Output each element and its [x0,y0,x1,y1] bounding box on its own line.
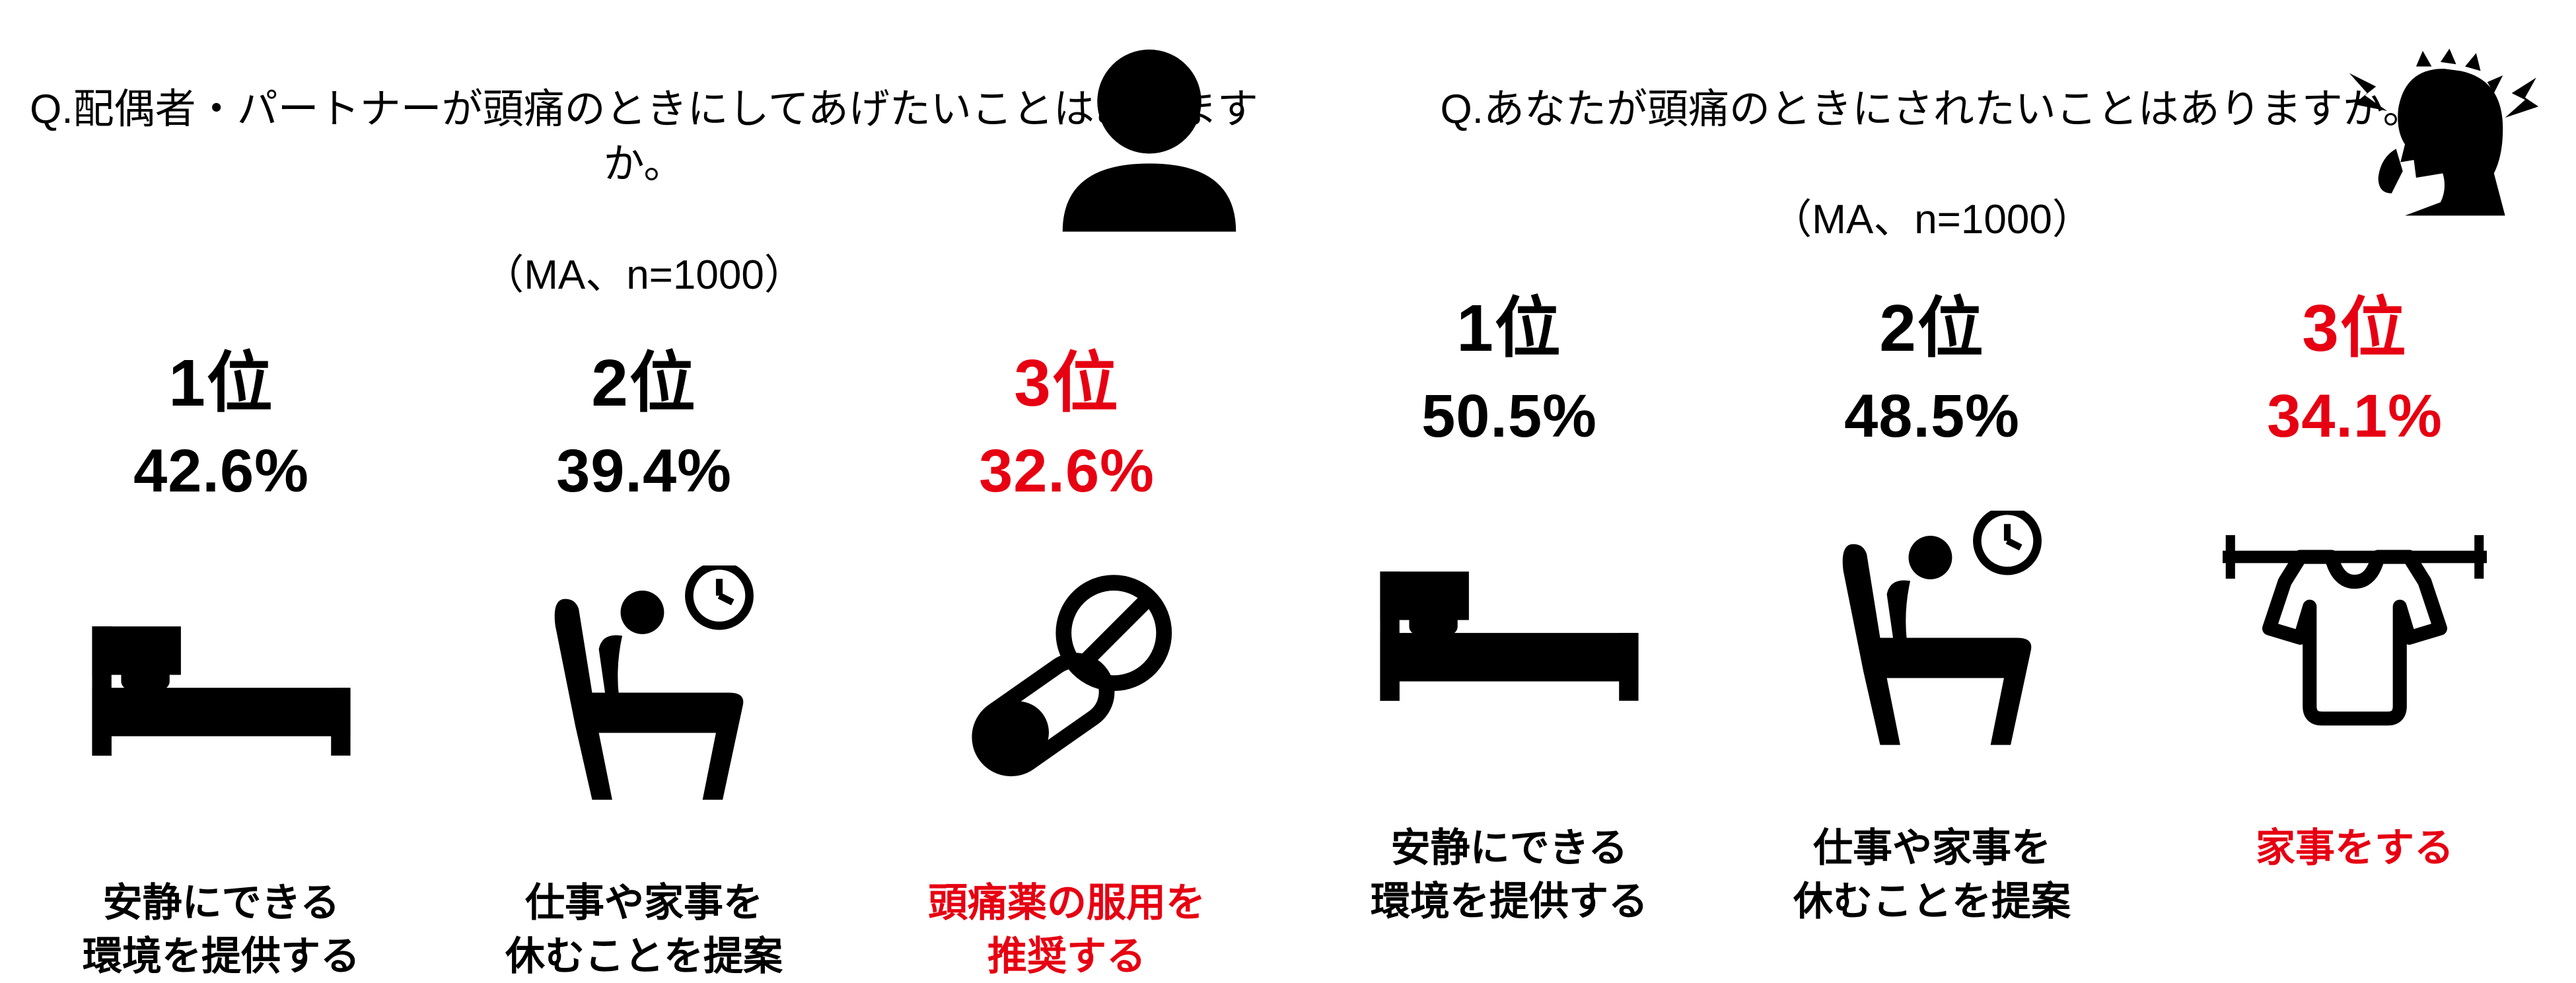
ranks-row: 1位 42.6% 安静にできる 環境を提供する 2位 39.4% 仕事や家事を … [0,329,1288,983]
rank-percent: 32.6% [979,437,1155,506]
rank-label: 1位 [1456,274,1562,370]
infographic-panels: Q.配偶者・パートナーが頭痛のときにしてあげたいことはありますか。 （MA、n=… [0,0,2576,803]
ranks-row: 1位 50.5% 安静にできる 環境を提供する 2位 48.5% 仕事や家事を … [1288,274,2576,928]
pills-icon [908,552,1225,830]
panel-self-wishes: Q.あなたが頭痛のときにされたいことはありますか。 （MA、n=1000） 1位… [1288,0,2576,803]
rank-percent: 42.6% [133,437,309,506]
question-line2: （MA、n=1000） [1771,197,2093,242]
rank-item-3: 3位 34.1% 家事をする [2196,274,2513,928]
rank-item-1: 1位 42.6% 安静にできる 環境を提供する [63,329,380,983]
question-line1: Q.あなたが頭痛のときにされたいことはありますか。 [1441,87,2424,132]
rank-item-2: 2位 48.5% 仕事や家事を 休むことを提案 [1773,274,2091,928]
rank-caption: 仕事や家事を 休むことを提案 [1793,821,2071,928]
rank-caption: 家事をする [2256,821,2454,875]
laundry-icon [2196,497,2513,775]
rank-label: 3位 [1014,329,1120,425]
rank-percent: 50.5% [1421,382,1597,451]
rank-caption: 頭痛薬の服用を 推奨する [928,876,1205,983]
rank-item-1: 1位 50.5% 安静にできる 環境を提供する [1351,274,1668,928]
question-line2: （MA、n=1000） [483,252,805,298]
person-silhouette-icon [1050,40,1248,238]
rank-caption: 安静にできる 環境を提供する [1371,821,1648,928]
rank-percent: 39.4% [556,437,732,506]
rank-percent: 48.5% [1844,382,2020,451]
bed-icon [63,552,380,830]
rank-label: 2位 [591,329,697,425]
panel-partner-actions: Q.配偶者・パートナーが頭痛のときにしてあげたいことはありますか。 （MA、n=… [0,0,1288,803]
rank-label: 2位 [1879,274,1985,370]
rank-caption: 安静にできる 環境を提供する [83,876,360,983]
rest-chair-icon [485,552,803,830]
rank-item-2: 2位 39.4% 仕事や家事を 休むことを提案 [485,329,803,983]
rest-chair-icon [1773,497,2091,775]
bed-icon [1351,497,1668,775]
rank-percent: 34.1% [2267,382,2443,451]
headache-person-icon [2338,40,2536,238]
rank-label: 3位 [2302,274,2408,370]
rank-label: 1位 [168,329,274,425]
rank-caption: 仕事や家事を 休むことを提案 [505,876,783,983]
rank-item-3: 3位 32.6% 頭痛薬の服用を 推奨する [908,329,1225,983]
